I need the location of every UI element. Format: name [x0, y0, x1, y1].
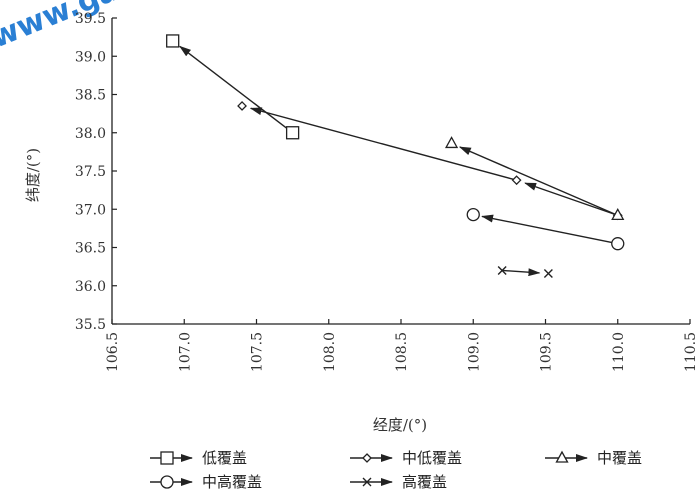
x-tick-label: 108.5: [394, 332, 410, 372]
x-tick-label: 107.0: [177, 332, 193, 372]
x-tick-label: 110.5: [683, 332, 695, 372]
series-1-segment: [179, 45, 294, 134]
series-5-segment: [502, 268, 541, 277]
series-3-segment: [458, 146, 619, 217]
x-tick-label: 110.0: [611, 332, 627, 372]
legend-label: 中覆盖: [597, 449, 642, 467]
x-tick-label: 109.0: [466, 332, 482, 372]
y-tick-label: 37.0: [75, 202, 106, 218]
y-tick-label: 37.5: [75, 164, 106, 180]
legend-label: 中低覆盖: [402, 449, 462, 467]
legend-item: 高覆盖: [350, 473, 447, 491]
legend-marker: [160, 475, 174, 489]
series-2-point: [237, 101, 247, 111]
legend-marker: [555, 450, 569, 463]
legend-item: 中低覆盖: [350, 449, 462, 467]
legend-marker: [362, 477, 372, 487]
series-1-point: [285, 126, 300, 140]
series-4-point: [611, 237, 625, 251]
legend-marker: [160, 451, 174, 465]
x-tick-label: 106.5: [105, 332, 121, 372]
legend-item: 低覆盖: [150, 449, 247, 467]
x-axis-title: 经度/(°): [373, 416, 427, 434]
series-4-segment: [481, 214, 618, 245]
legend-label: 高覆盖: [402, 473, 447, 491]
series-4-point: [466, 207, 480, 222]
series-5-point: [543, 269, 553, 279]
y-tick-label: 36.5: [75, 241, 106, 257]
legend-item: 中高覆盖: [150, 473, 262, 491]
y-tick-label: 38.0: [75, 126, 106, 142]
y-tick-label: 39.0: [75, 49, 106, 65]
plot-area: 35.5 36.0 36.5 37.0 37.5 38.0 38.5 39.0 39.5 106.…: [75, 11, 695, 372]
legend-item: 中覆盖: [545, 449, 642, 467]
y-axis-title: 纬度/(°): [24, 148, 42, 202]
x-tick-label: 108.0: [322, 332, 338, 372]
series-2-point: [511, 175, 522, 186]
y-tick-label: 39.5: [75, 11, 106, 27]
series-2-segment: [249, 107, 517, 181]
x-tick-label: 107.5: [250, 332, 266, 372]
series-1-point: [166, 34, 180, 48]
y-tick-label: 35.5: [75, 317, 106, 333]
y-tick-label: 36.0: [75, 279, 106, 295]
watermark: www.gaokao.com: [0, 0, 274, 55]
series-3-point: [444, 136, 459, 149]
x-tick-label: 109.5: [539, 332, 555, 372]
series-5-point: [497, 265, 507, 275]
series-3-point: [611, 208, 625, 221]
legend-marker: [362, 453, 372, 463]
legend-label: 中高覆盖: [202, 473, 262, 491]
y-tick-label: 38.5: [75, 88, 106, 104]
legend-label: 低覆盖: [202, 449, 247, 467]
series-2-segment: [524, 182, 618, 217]
